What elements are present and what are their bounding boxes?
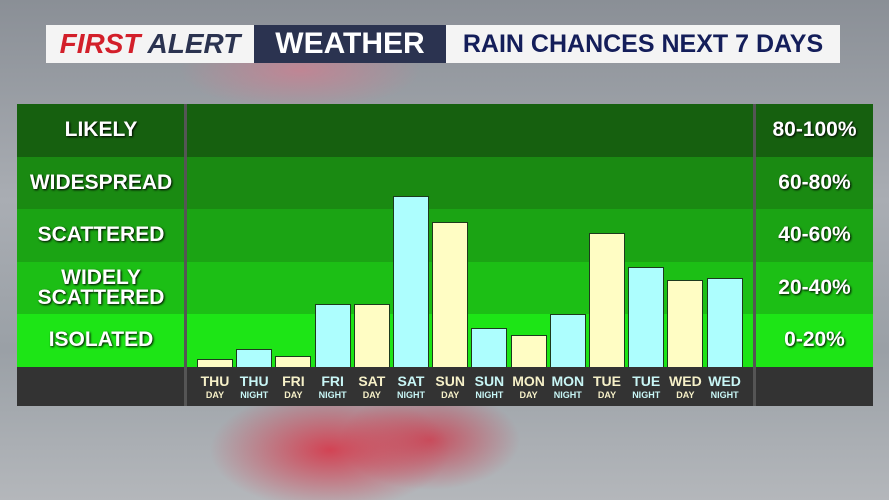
x-label-period: DAY (597, 390, 617, 400)
x-label-day: THU (239, 373, 269, 389)
x-label-period: NIGHT (553, 390, 582, 400)
chart-title: RAIN CHANCES NEXT 7 DAYS (446, 25, 840, 63)
x-label-period: NIGHT (710, 390, 739, 400)
x-label-day: SAT (397, 373, 425, 389)
x-label-period: NIGHT (475, 390, 504, 400)
x-label-day: MON (551, 373, 585, 389)
x-label-day: WED (669, 373, 702, 389)
logo-alert: ALERT (147, 28, 241, 59)
x-label: WED DAY (666, 373, 704, 400)
band-label: LIKELY (64, 118, 138, 142)
header: FIRST ALERT WEATHER RAIN CHANCES NEXT 7 D… (46, 25, 840, 63)
bar-fri-day (275, 356, 312, 367)
x-label: SAT DAY (353, 373, 391, 400)
band-1 (17, 156, 873, 209)
x-label: SUN DAY (431, 373, 469, 400)
band-0 (17, 104, 873, 157)
x-label-period: NIGHT (240, 390, 269, 400)
x-label-period: NIGHT (318, 390, 347, 400)
x-label: WED NIGHT (706, 373, 744, 400)
x-label: THU NIGHT (235, 373, 273, 400)
band-range: 0-20% (784, 328, 845, 352)
band-range: 20-40% (778, 275, 851, 299)
x-label-period: DAY (362, 390, 381, 400)
bar-sun-day (432, 222, 469, 367)
x-label: SAT NIGHT (392, 373, 430, 400)
bar-thu-day (197, 359, 233, 367)
bar-sun-night (471, 327, 508, 367)
band-label: WIDELY SCATTERED (37, 265, 165, 309)
chart-frame: LIKELY 80-100% WIDESPREAD 60-80% SCATTER… (17, 104, 873, 406)
bar-sat-night (393, 196, 429, 367)
bar-mon-day (510, 335, 547, 367)
x-label-day: SUN (474, 373, 505, 389)
logo-first: FIRST (59, 28, 141, 59)
bar-mon-night (549, 314, 586, 367)
band-range: 80-100% (772, 118, 857, 142)
x-label-period: DAY (676, 390, 695, 400)
x-label: MON DAY (510, 373, 548, 400)
x-label-day: TUE (632, 373, 661, 389)
bar-wed-night (706, 277, 743, 367)
x-label-period: NIGHT (397, 390, 425, 400)
x-label-period: DAY (205, 390, 225, 400)
bar-wed-day (667, 280, 704, 367)
weather-label: WEATHER (254, 25, 446, 63)
x-label-day: SAT (358, 373, 386, 389)
x-label-day: FRI (282, 373, 305, 389)
plot-area (187, 104, 753, 367)
band-range: 60-80% (778, 170, 851, 194)
x-label-day: MON (512, 373, 545, 389)
bar-tue-night (628, 267, 665, 367)
bar-sat-day (353, 303, 390, 367)
band-range: 40-60% (778, 223, 851, 247)
x-label: FRI NIGHT (314, 373, 352, 400)
band-label: ISOLATED (48, 328, 154, 352)
band-label: SCATTERED (37, 223, 165, 247)
x-label-day: TUE (593, 373, 621, 389)
first-alert-logo: FIRST ALERT (46, 25, 254, 63)
x-label: TUE NIGHT (627, 373, 665, 400)
x-label-period: DAY (441, 390, 460, 400)
x-label-day: WED (708, 373, 741, 389)
x-label-period: NIGHT (632, 390, 661, 400)
x-label-period: DAY (284, 390, 303, 400)
x-label-day: SUN (435, 373, 465, 389)
x-label: FRI DAY (274, 373, 312, 400)
divider-right (753, 104, 756, 406)
band-label: WIDESPREAD (29, 170, 173, 194)
x-label: THU DAY (196, 373, 234, 400)
divider-left (184, 104, 187, 406)
x-label-period: DAY (519, 390, 538, 400)
x-label-day: THU (200, 373, 230, 389)
x-label: TUE DAY (588, 373, 626, 400)
x-label: MON NIGHT (549, 373, 587, 400)
bar-thu-night (236, 348, 273, 367)
bar-fri-night (314, 303, 351, 367)
x-label: SUN NIGHT (470, 373, 508, 400)
x-label-day: FRI (321, 373, 344, 389)
bar-tue-day (589, 232, 625, 367)
